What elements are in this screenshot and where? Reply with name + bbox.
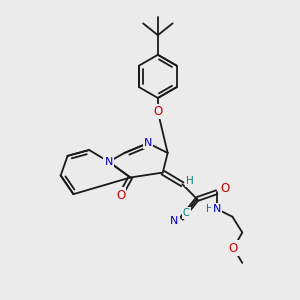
Text: O: O [116,189,125,202]
Text: N: N [144,138,152,148]
Text: H: H [206,204,214,214]
Text: O: O [153,105,163,118]
Text: C: C [183,208,190,218]
Text: N: N [213,204,221,214]
Text: H: H [186,176,194,186]
Text: N: N [170,216,179,226]
Text: O: O [220,182,229,195]
Text: N: N [105,157,113,167]
Text: O: O [229,242,238,255]
